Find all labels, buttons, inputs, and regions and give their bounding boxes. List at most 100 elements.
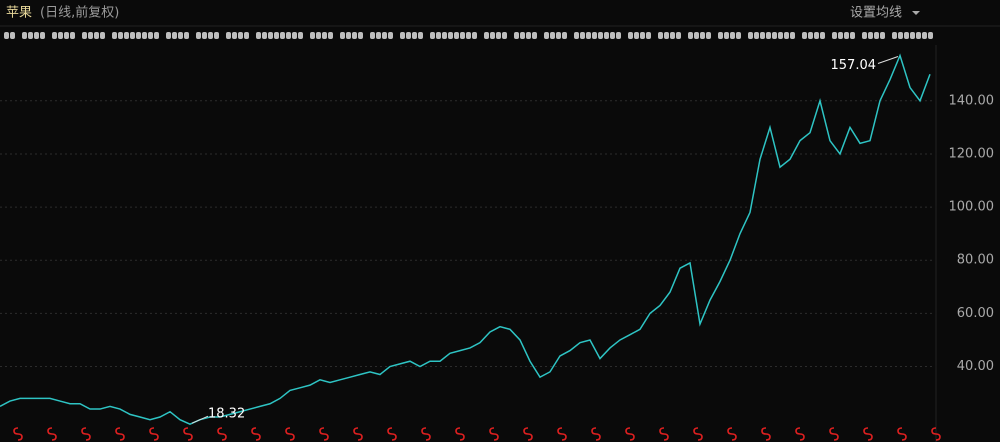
event-icon [466, 32, 471, 39]
annotation-arrow [877, 56, 899, 64]
event-icon [10, 32, 15, 39]
event-icon [784, 32, 789, 39]
event-icon [118, 32, 123, 39]
event-icon [700, 32, 705, 39]
event-icon [412, 32, 417, 39]
event-icon [484, 32, 489, 39]
event-icon [442, 32, 447, 39]
event-icon [772, 32, 777, 39]
event-icon [754, 32, 759, 39]
event-icon [136, 32, 141, 39]
event-icon [904, 32, 909, 39]
y-tick-label: 40.00 [957, 359, 994, 374]
event-icon [844, 32, 849, 39]
dividend-marker [455, 427, 465, 441]
event-icon [142, 32, 147, 39]
dropdown-arrow[interactable] [912, 11, 920, 15]
event-icon [244, 32, 249, 39]
dividend-marker [387, 427, 397, 441]
dividend-marker [727, 427, 737, 441]
dividend-marker [217, 427, 227, 441]
event-icon [352, 32, 357, 39]
dividend-marker [863, 427, 873, 441]
event-icon [154, 32, 159, 39]
event-icon [718, 32, 723, 39]
event-icon [790, 32, 795, 39]
event-icon [514, 32, 519, 39]
dividend-marker [761, 427, 771, 441]
event-icon [868, 32, 873, 39]
event-icon [592, 32, 597, 39]
event-icon [520, 32, 525, 39]
event-icon [604, 32, 609, 39]
event-icon [814, 32, 819, 39]
dividend-marker [149, 427, 159, 441]
event-icon [88, 32, 93, 39]
event-icon [82, 32, 87, 39]
event-icon [298, 32, 303, 39]
event-icon [838, 32, 843, 39]
dividend-marker [353, 427, 363, 441]
event-icon [472, 32, 477, 39]
dividend-marker [897, 427, 907, 441]
event-icon [418, 32, 423, 39]
event-icon [238, 32, 243, 39]
event-icon [292, 32, 297, 39]
event-icon [676, 32, 681, 39]
event-icon [358, 32, 363, 39]
event-icon [208, 32, 213, 39]
event-icon [448, 32, 453, 39]
event-icon [34, 32, 39, 39]
event-icon [850, 32, 855, 39]
event-icon [388, 32, 393, 39]
event-icon [640, 32, 645, 39]
dividend-marker [523, 427, 533, 441]
dividend-marker [47, 427, 57, 441]
event-icon [274, 32, 279, 39]
event-icon [688, 32, 693, 39]
event-icon [562, 32, 567, 39]
dividend-marker [251, 427, 261, 441]
event-icon [184, 32, 189, 39]
event-icon [928, 32, 933, 39]
dividend-marker [557, 427, 567, 441]
event-icon [112, 32, 117, 39]
event-icon [4, 32, 9, 39]
event-icon [778, 32, 783, 39]
event-icon [874, 32, 879, 39]
event-icon [910, 32, 915, 39]
annotation-label: 157.04 [831, 58, 877, 73]
chart-title: 苹果 [6, 6, 32, 21]
event-icon [346, 32, 351, 39]
event-icon [808, 32, 813, 39]
event-icon [130, 32, 135, 39]
event-icon [262, 32, 267, 39]
dividend-marker [81, 427, 91, 441]
ma-settings-button[interactable]: 设置均线 [850, 6, 902, 21]
event-icon [766, 32, 771, 39]
event-icon [64, 32, 69, 39]
event-icon [280, 32, 285, 39]
annotation-label: 18.32 [208, 407, 245, 422]
dividend-marker [931, 427, 941, 441]
event-icon [22, 32, 27, 39]
dividend-marker [421, 427, 431, 441]
y-tick-label: 100.00 [949, 200, 995, 215]
event-icon [580, 32, 585, 39]
event-icon [436, 32, 441, 39]
event-icon [922, 32, 927, 39]
event-icon [574, 32, 579, 39]
event-icon [322, 32, 327, 39]
event-icon [52, 32, 57, 39]
event-icon [610, 32, 615, 39]
event-icon [694, 32, 699, 39]
event-icon [550, 32, 555, 39]
event-icon [370, 32, 375, 39]
event-icon [802, 32, 807, 39]
event-icon [616, 32, 621, 39]
event-icon [628, 32, 633, 39]
annotation-arrow [191, 415, 209, 424]
dividend-marker [285, 427, 295, 441]
event-icon [664, 32, 669, 39]
